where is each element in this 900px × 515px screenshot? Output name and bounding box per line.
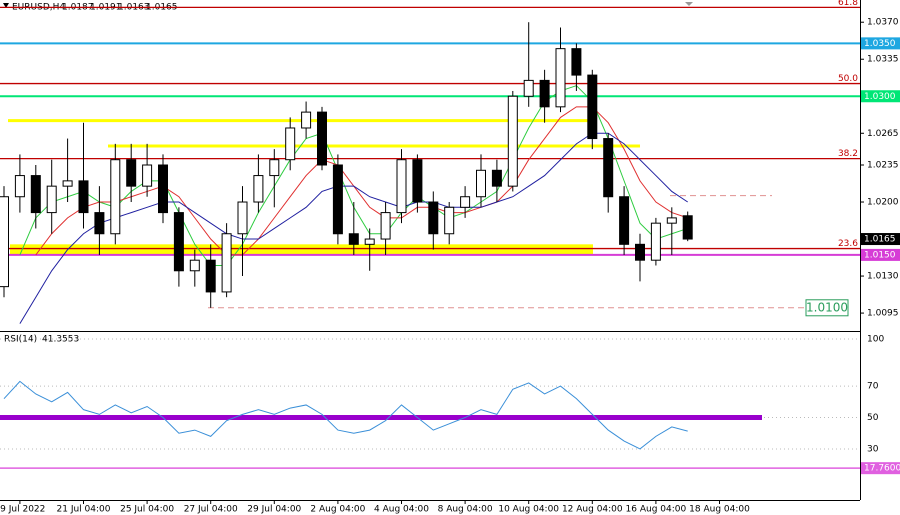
x-tick-label: 2 Aug 04:00 — [310, 505, 365, 515]
candle-body — [14, 175, 25, 198]
symbol-icon — [3, 3, 9, 8]
candle-body — [317, 111, 327, 166]
candle-body — [332, 164, 343, 235]
candle-body — [173, 212, 184, 272]
moving-average — [19, 132, 688, 324]
fib-label: 61.8 — [838, 0, 858, 8]
candle-body — [94, 212, 105, 235]
axis-label: 17.7600 — [864, 464, 900, 474]
candle-body — [301, 111, 312, 129]
candle-body — [364, 238, 375, 245]
y-tick-label: 1.0095 — [867, 309, 899, 319]
x-tick-label: 19 Jul 2022 — [0, 505, 45, 515]
candle-body — [380, 212, 391, 240]
x-tick-label: 4 Aug 04:00 — [374, 505, 429, 515]
y-tick-label: 30 — [867, 444, 879, 454]
candle-body — [348, 233, 359, 245]
candle-body — [444, 206, 455, 235]
x-tick-label: 8 Aug 04:00 — [438, 505, 493, 515]
candle-body — [666, 217, 677, 224]
candle-body — [476, 169, 486, 198]
y-tick-label: 70 — [867, 382, 879, 392]
candle-body — [237, 201, 248, 235]
candle-body — [189, 259, 200, 272]
y-tick-label: 100 — [867, 334, 884, 344]
candle-body — [126, 159, 137, 187]
axis-label-box — [861, 248, 900, 261]
rsi-value: 41.3553 — [42, 335, 79, 345]
candle-body — [205, 259, 216, 293]
candle-body — [428, 201, 439, 235]
axis-label-box — [861, 37, 900, 50]
candle-body — [650, 222, 661, 261]
candle-body — [46, 185, 57, 214]
y-tick-label: 1.0200 — [867, 198, 899, 208]
candle-body — [110, 159, 121, 235]
candle-body — [142, 164, 153, 187]
axis-label: 1.0350 — [864, 39, 896, 49]
candle-body — [158, 164, 168, 214]
axis-label: 1.0300 — [864, 92, 896, 102]
candle-body — [78, 180, 89, 214]
candle-body — [412, 159, 423, 203]
axis-label-box — [861, 90, 900, 103]
axis-label-box — [861, 462, 900, 475]
x-tick-label: 16 Aug 04:00 — [626, 505, 687, 515]
candle-body — [571, 48, 582, 76]
candle-body — [539, 79, 550, 108]
y-tick-label: 1.0235 — [867, 161, 899, 171]
y-tick-label: 1.0130 — [867, 272, 899, 282]
y-tick-label: 50 — [867, 413, 879, 423]
support-zone — [10, 244, 593, 255]
candle-body — [491, 169, 502, 187]
level-label: 1.0100 — [806, 300, 848, 314]
candle-body — [30, 175, 41, 214]
candle-body — [0, 196, 9, 288]
candle-body — [221, 233, 232, 293]
candle-body — [635, 243, 645, 261]
y-tick-label: 1.0370 — [867, 18, 899, 28]
candle-body — [460, 196, 471, 208]
y-tick-label: 1.0265 — [867, 129, 899, 139]
fib-label: 38.2 — [838, 149, 858, 159]
candle-body — [396, 159, 407, 214]
x-tick-label: 25 Jul 04:00 — [120, 505, 174, 515]
candle-body — [555, 48, 566, 108]
fib-label: 23.6 — [838, 239, 858, 249]
candle-body — [285, 127, 296, 161]
rsi-title: RSI(14) — [4, 335, 37, 345]
candle-body — [523, 79, 534, 97]
candle-body — [682, 215, 693, 240]
candle-body — [253, 175, 264, 203]
candle-body — [587, 74, 598, 140]
candle-body — [269, 159, 280, 177]
price-label-box — [861, 233, 900, 246]
scroll-marker — [685, 2, 693, 6]
fib-label: 50.0 — [838, 74, 858, 84]
candle-body — [62, 180, 73, 187]
axis-label: 1.0150 — [864, 250, 896, 260]
x-tick-label: 29 Jul 04:00 — [247, 505, 301, 515]
candle-body — [619, 196, 630, 245]
rsi-line — [3, 380, 688, 450]
x-tick-label: 10 Aug 04:00 — [498, 505, 559, 515]
y-tick-label: 1.0335 — [867, 55, 899, 65]
moving-average — [35, 106, 688, 256]
x-tick-label: 12 Aug 04:00 — [562, 505, 623, 515]
level-label-box — [805, 299, 849, 317]
x-tick-label: 27 Jul 04:00 — [184, 505, 238, 515]
candle-body — [603, 138, 614, 198]
x-tick-label: 21 Jul 04:00 — [57, 505, 111, 515]
candle-body — [507, 95, 518, 187]
price-label: 1.0165 — [864, 235, 896, 245]
x-tick-label: 18 Aug 04:00 — [689, 505, 750, 515]
